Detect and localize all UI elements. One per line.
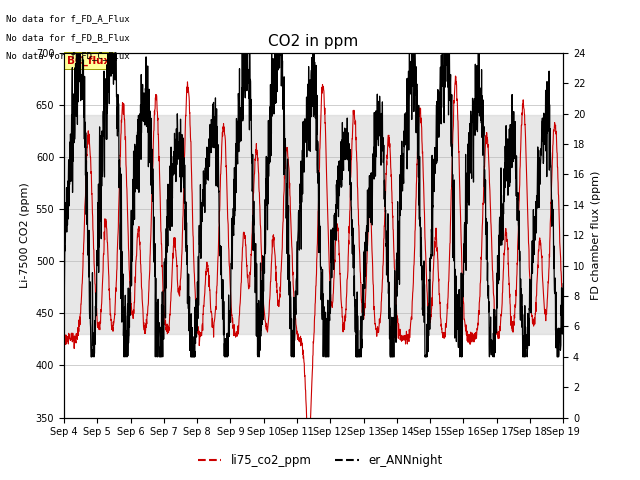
- Text: No data for f_FD_A_Flux: No data for f_FD_A_Flux: [6, 14, 130, 24]
- Y-axis label: FD chamber flux (ppm): FD chamber flux (ppm): [591, 170, 601, 300]
- Bar: [64, 115, 563, 334]
- Text: No data for f_FD_B_Flux: No data for f_FD_B_Flux: [6, 33, 130, 42]
- Y-axis label: Li-7500 CO2 (ppm): Li-7500 CO2 (ppm): [20, 182, 30, 288]
- Title: CO2 in ppm: CO2 in ppm: [268, 34, 359, 49]
- Text: No data for f_FD_C_Flux: No data for f_FD_C_Flux: [6, 51, 130, 60]
- Legend: li75_co2_ppm, er_ANNnight: li75_co2_ppm, er_ANNnight: [193, 449, 447, 472]
- Text: BC_flux: BC_flux: [67, 56, 110, 66]
